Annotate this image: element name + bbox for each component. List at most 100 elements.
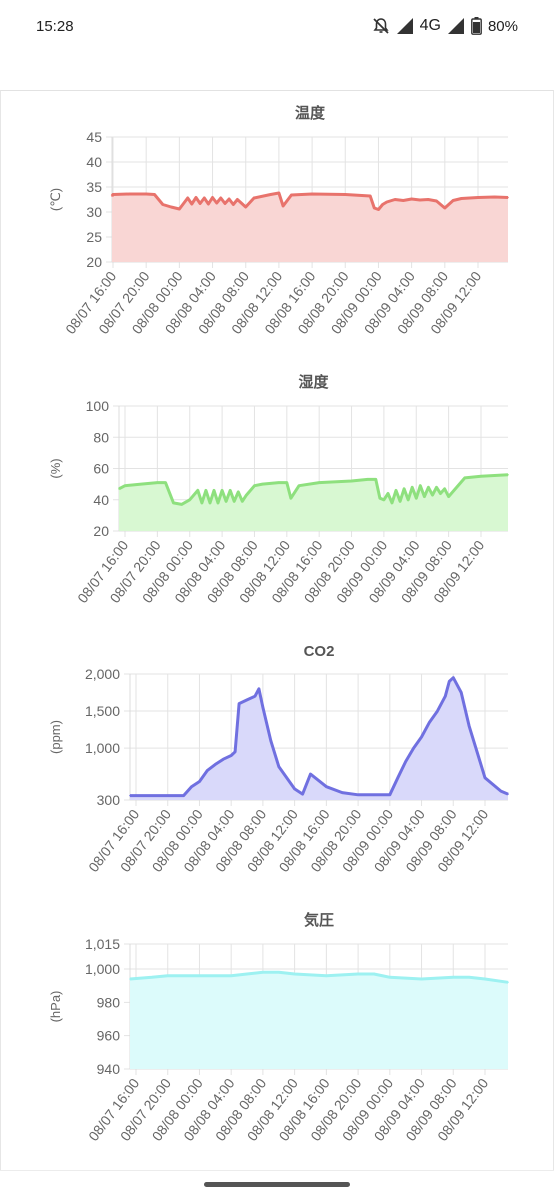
data-point bbox=[111, 195, 113, 197]
series-area bbox=[130, 677, 508, 800]
data-point bbox=[129, 794, 131, 797]
data-point bbox=[341, 791, 344, 794]
data-point bbox=[375, 478, 377, 481]
data-point bbox=[484, 978, 486, 980]
data-point bbox=[230, 974, 232, 977]
data-point bbox=[191, 203, 193, 205]
y-axis-label: (℃) bbox=[48, 188, 63, 211]
data-point bbox=[468, 725, 470, 727]
data-point bbox=[199, 202, 201, 205]
data-point bbox=[460, 691, 463, 694]
network-label: 4G bbox=[419, 17, 441, 34]
data-point bbox=[468, 976, 470, 979]
data-point bbox=[228, 198, 230, 200]
data-point bbox=[277, 481, 280, 484]
data-point bbox=[186, 197, 189, 199]
data-point bbox=[507, 196, 509, 199]
data-point bbox=[118, 488, 120, 490]
chart-title: CO2 bbox=[304, 643, 335, 660]
data-point bbox=[188, 498, 191, 501]
y-tick-label: 45 bbox=[86, 129, 102, 145]
data-point bbox=[389, 794, 391, 796]
data-point bbox=[464, 477, 466, 479]
data-point bbox=[344, 193, 347, 196]
data-point bbox=[435, 486, 438, 489]
series-area bbox=[119, 474, 508, 531]
y-axis-label: (ppm) bbox=[48, 720, 63, 754]
data-point bbox=[161, 203, 164, 206]
y-tick-label: 100 bbox=[86, 398, 110, 414]
data-point bbox=[166, 974, 169, 977]
data-point bbox=[325, 785, 328, 788]
data-point bbox=[237, 491, 240, 493]
data-point bbox=[373, 973, 375, 975]
home-handle[interactable] bbox=[204, 1182, 350, 1187]
data-point bbox=[246, 973, 248, 975]
data-point bbox=[391, 502, 393, 504]
data-point bbox=[244, 206, 247, 208]
data-point bbox=[285, 776, 288, 779]
data-point bbox=[214, 763, 217, 766]
data-point bbox=[361, 194, 363, 197]
data-point bbox=[507, 793, 509, 795]
data-point bbox=[269, 193, 272, 196]
data-point bbox=[156, 481, 159, 484]
y-tick-label: 1,015 bbox=[85, 936, 120, 952]
data-point bbox=[369, 195, 371, 197]
data-point bbox=[232, 203, 235, 206]
data-point bbox=[262, 706, 264, 709]
data-point bbox=[452, 676, 455, 679]
data-point bbox=[484, 776, 486, 779]
data-point bbox=[357, 794, 359, 796]
data-point bbox=[233, 500, 236, 503]
data-point bbox=[420, 978, 423, 980]
data-point bbox=[229, 489, 231, 492]
data-point bbox=[278, 192, 280, 194]
data-point bbox=[222, 758, 225, 761]
data-point bbox=[379, 497, 381, 499]
y-tick-label: 940 bbox=[97, 1061, 121, 1077]
data-point bbox=[238, 702, 240, 705]
data-point bbox=[180, 503, 183, 506]
data-point bbox=[213, 489, 215, 492]
data-point bbox=[410, 198, 413, 200]
data-point bbox=[246, 699, 248, 701]
data-point bbox=[404, 760, 407, 763]
data-point bbox=[270, 739, 272, 742]
data-point bbox=[427, 486, 430, 489]
y-tick-label: 35 bbox=[86, 179, 102, 195]
data-point bbox=[135, 794, 137, 797]
data-point bbox=[151, 794, 153, 797]
y-tick-label: 20 bbox=[93, 523, 109, 539]
data-point bbox=[236, 198, 239, 201]
series-area bbox=[130, 972, 508, 1069]
y-tick-label: 1,500 bbox=[85, 703, 120, 719]
data-point bbox=[290, 497, 292, 499]
data-point bbox=[366, 478, 369, 481]
data-point bbox=[301, 793, 304, 795]
y-axis-label: (%) bbox=[48, 458, 63, 478]
y-tick-label: 40 bbox=[86, 154, 102, 170]
y-tick-label: 25 bbox=[86, 229, 102, 245]
data-point bbox=[241, 500, 244, 503]
data-point bbox=[373, 207, 376, 209]
data-point bbox=[420, 736, 423, 738]
data-point bbox=[286, 481, 288, 484]
data-point bbox=[253, 484, 256, 487]
data-point bbox=[129, 978, 131, 980]
data-point bbox=[444, 207, 446, 209]
data-point bbox=[203, 197, 206, 199]
data-point bbox=[357, 973, 359, 975]
data-point bbox=[439, 492, 442, 495]
data-point bbox=[198, 974, 201, 977]
data-point bbox=[145, 193, 147, 195]
data-point bbox=[178, 208, 181, 210]
data-point bbox=[411, 486, 414, 489]
data-point bbox=[387, 492, 389, 495]
y-tick-label: 40 bbox=[93, 492, 109, 508]
data-point bbox=[195, 196, 197, 199]
data-point bbox=[151, 976, 153, 979]
data-point bbox=[172, 502, 175, 504]
